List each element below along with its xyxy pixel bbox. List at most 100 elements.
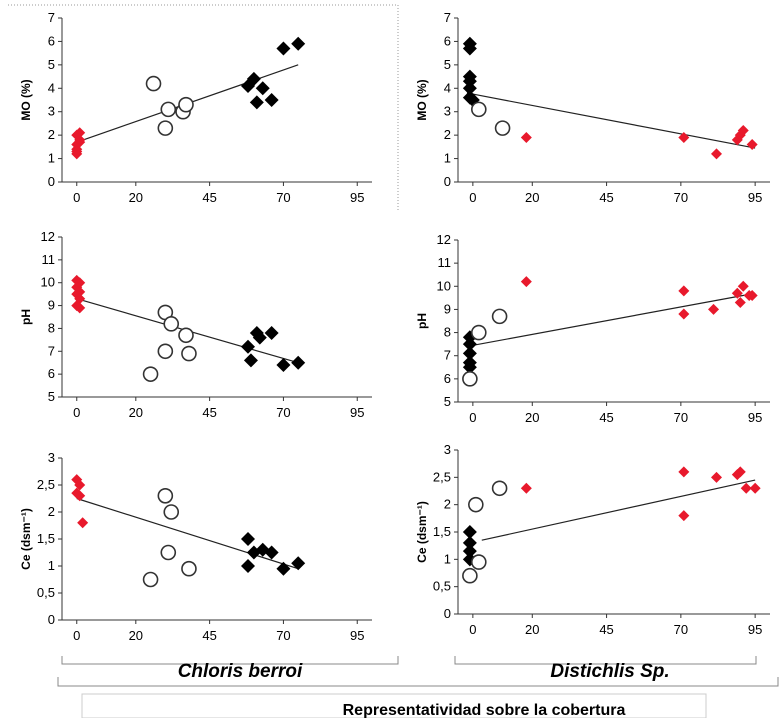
chloris-ph-ytick-label: 10 bbox=[41, 275, 55, 290]
chloris-mo-ytick-label: 3 bbox=[48, 104, 55, 119]
distichlis-ph-point-black-diamond bbox=[462, 346, 477, 361]
distichlis-mo-ytick-label: 2 bbox=[444, 127, 451, 142]
chloris-ce-ytick-label: 1,5 bbox=[37, 531, 55, 546]
chloris-mo-ytick-label: 7 bbox=[48, 10, 55, 25]
distichlis-mo-xtick-label: 45 bbox=[599, 190, 613, 205]
chloris-ph-xtick-label: 20 bbox=[129, 405, 143, 420]
chloris-ce-point-red-diamond bbox=[74, 490, 86, 502]
distichlis-mo-point-red-diamond bbox=[520, 131, 532, 143]
distichlis-ph-point-hollow bbox=[462, 371, 478, 387]
chloris-ph-point-black-diamond bbox=[264, 326, 279, 340]
distichlis-ph-point-red-diamond bbox=[734, 296, 746, 308]
distichlis-ce-point-red-diamond bbox=[740, 482, 752, 494]
distichlis-ph-panel: 5 6 7 8 9 10 11 12 0 20 45 70 95 pH bbox=[415, 232, 770, 425]
chloris-ce-ytick-label: 1 bbox=[48, 558, 55, 573]
distichlis-ph-point-red-diamond bbox=[678, 285, 690, 297]
distichlis-ce-point-red-diamond bbox=[678, 466, 690, 478]
distichlis-mo-point-black-diamond bbox=[462, 74, 477, 89]
chloris-ce-xtick-label: 45 bbox=[202, 628, 216, 643]
chloris-ph-point-black-diamond bbox=[241, 339, 255, 354]
distichlis-ph-ytick-label: 9 bbox=[444, 301, 451, 316]
distichlis-mo-point-hollow bbox=[470, 101, 487, 118]
distichlis-ce-ytick-label: 1,5 bbox=[433, 524, 451, 539]
chloris-ph-ytick-label: 12 bbox=[41, 229, 55, 244]
chloris-mo-point-red-diamond bbox=[74, 127, 86, 139]
distichlis-ce-point-red-diamond bbox=[520, 482, 532, 494]
distichlis-mo-point-red-diamond bbox=[746, 139, 758, 151]
chloris-mo-point-black-diamond bbox=[255, 81, 270, 96]
chloris-ph-point-black-diamond bbox=[243, 353, 258, 368]
chloris-ce-ytick-label: 2 bbox=[48, 504, 55, 519]
distichlis-ce-point-red-diamond bbox=[749, 482, 761, 494]
distichlis-mo-ylabel: MO (%) bbox=[415, 79, 429, 120]
distichlis-ce-ytick-label: 0,5 bbox=[433, 579, 451, 594]
chloris-ph-point-hollow bbox=[142, 366, 159, 382]
distichlis-ce-point-red-diamond bbox=[711, 471, 723, 483]
chloris-ph-point-black-diamond bbox=[252, 330, 267, 345]
distichlis-ce-point-black-diamond bbox=[462, 535, 477, 550]
x-axis-title: Representatividad sobre la cobertura bbox=[343, 702, 626, 718]
chloris-ph-ytick-label: 5 bbox=[48, 389, 55, 404]
distichlis-ce-ylabel: Ce (dsm⁻¹) bbox=[415, 501, 429, 563]
distichlis-mo-ytick-label: 7 bbox=[444, 10, 451, 25]
distichlis-ce-point-hollow bbox=[491, 480, 508, 497]
chloris-bracket bbox=[61, 656, 399, 665]
chloris-mo-point-black-diamond bbox=[264, 93, 279, 107]
distichlis-ph-point-red-diamond bbox=[520, 276, 532, 288]
distichlis-ph-point-hollow bbox=[470, 324, 487, 341]
chloris-mo-xtick-label: 70 bbox=[276, 190, 290, 205]
distichlis-ce-point-hollow bbox=[468, 496, 484, 513]
distichlis-ce-ytick-label: 2 bbox=[444, 497, 451, 512]
chloris-mo-ytick-label: 5 bbox=[48, 57, 55, 72]
distichlis-mo-point-red-diamond bbox=[737, 124, 749, 136]
chloris-mo-xtick-label: 45 bbox=[202, 190, 216, 205]
distichlis-ph-point-red-diamond bbox=[737, 280, 749, 292]
distichlis-mo-xtick-label: 0 bbox=[469, 190, 476, 205]
chloris-ce-point-black-diamond bbox=[276, 561, 291, 576]
distichlis-ce-trend-line bbox=[481, 479, 756, 541]
distichlis-mo-ytick-label: 0 bbox=[444, 174, 451, 189]
distichlis-ph-point-red-diamond bbox=[678, 308, 690, 320]
chloris-ce-point-hollow bbox=[163, 504, 180, 520]
chloris-ce-xtick-label: 95 bbox=[350, 628, 364, 643]
chloris-ph-panel: 5 6 7 8 9 10 11 12 0 20 45 70 95 pH bbox=[19, 229, 372, 420]
chloris-mo-point-red-diamond bbox=[71, 146, 83, 158]
distichlis-ph-xtick-label: 70 bbox=[674, 410, 688, 425]
distichlis-mo-ytick-label: 4 bbox=[444, 80, 451, 95]
chloris-mo-xtick-label: 95 bbox=[350, 190, 364, 205]
figure-bracket bbox=[57, 677, 779, 687]
chloris-ce-point-red-diamond bbox=[77, 517, 89, 529]
chloris-ce-ytick-label: 2,5 bbox=[37, 477, 55, 492]
chloris-ph-xtick-label: 95 bbox=[350, 405, 364, 420]
distichlis-ce-panel: 0 0,5 1 1,5 2 2,5 3 0 20 45 70 95 Ce (dsm⁻¹) bbox=[415, 442, 770, 637]
distichlis-mo-ytick-label: 3 bbox=[444, 104, 451, 119]
chloris-ph-ytick-label: 6 bbox=[48, 366, 55, 381]
distichlis-mo-trend-line bbox=[466, 92, 756, 149]
distichlis-ph-ytick-label: 7 bbox=[444, 348, 451, 363]
distichlis-ce-point-black-diamond bbox=[462, 525, 477, 539]
chloris-ce-ylabel: Ce (dsm⁻¹) bbox=[19, 508, 33, 570]
chloris-ce-point-black-diamond bbox=[241, 559, 255, 573]
chloris-ph-xtick-label: 45 bbox=[202, 405, 216, 420]
distichlis-ce-xtick-label: 20 bbox=[525, 622, 539, 637]
chloris-mo-xtick-label: 0 bbox=[73, 190, 80, 205]
chloris-ph-ylabel: pH bbox=[19, 309, 33, 325]
distichlis-ph-ytick-label: 11 bbox=[438, 255, 452, 270]
chloris-ph-ytick-label: 9 bbox=[48, 298, 55, 313]
chloris-ph-ytick-label: 11 bbox=[42, 252, 56, 267]
distichlis-ce-point-black-diamond bbox=[462, 544, 477, 559]
chloris-ph-point-hollow bbox=[157, 343, 174, 360]
distichlis-ph-ytick-label: 8 bbox=[444, 325, 451, 340]
chloris-ce-trend-line bbox=[76, 497, 299, 570]
distichlis-ce-ytick-label: 3 bbox=[444, 442, 451, 457]
chloris-mo-point-hollow bbox=[178, 96, 194, 113]
distichlis-ph-xtick-label: 95 bbox=[748, 410, 762, 425]
distichlis-mo-point-red-diamond bbox=[678, 131, 690, 143]
distichlis-ce-xtick-label: 45 bbox=[599, 622, 613, 637]
chloris-ph-xtick-label: 70 bbox=[276, 405, 290, 420]
chloris-mo-point-black-diamond bbox=[291, 36, 306, 51]
distichlis-ce-point-red-diamond bbox=[678, 510, 690, 522]
